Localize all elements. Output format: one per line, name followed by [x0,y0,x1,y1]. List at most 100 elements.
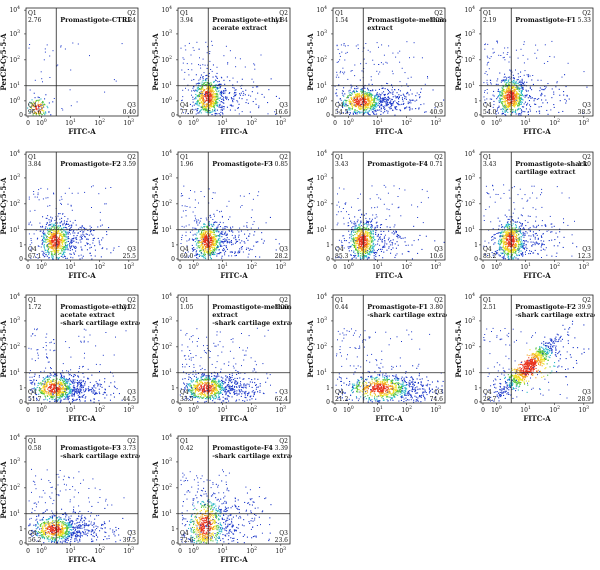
x-tick-label: 0 [333,264,337,271]
x-tick-label: 103 [579,118,590,127]
q4-label: Q4 [28,530,37,537]
x-tick-label: 102 [246,262,257,271]
plot-frame [177,151,291,261]
q2-label: Q2 [434,10,443,17]
y-axis-label: PerCP-Cy5-5-A [455,33,463,91]
x-tick-label: 103 [276,118,287,127]
event-dots [335,184,445,260]
x-tick-label: 101 [520,118,531,127]
x-tick-label: 102 [401,262,412,271]
q3-value: 25.5 [123,253,137,260]
q1-value: 3.43 [483,161,497,168]
x-tick-label: 102 [94,118,105,127]
plot-frame [25,294,139,404]
plot-title: Promastigote-ethyl acetate extract -shark … [60,303,140,327]
y-tick-label: 101 [9,81,20,90]
y-tick-label: 102 [9,199,20,208]
cytometry-plot-10: PerCP-Cy5-5-A 0 1 101 102 103 104 0 100 101 102 103… [152,289,292,427]
plot-title: Promastigote-methanol extract -shark carti… [212,303,292,327]
y-tick-label: 103 [161,173,172,182]
x-tick-label: 0 [26,407,30,414]
y-axis-label: PerCP-Cy5-5-A [307,177,315,235]
y-tick-label: 101 [161,368,172,377]
x-tick-label: 100 [491,405,502,414]
x-tick-label: 103 [124,262,135,271]
y-tick-label: 100 [316,96,327,105]
x-tick-label: 102 [246,405,257,414]
q3-value: 16.6 [275,109,289,116]
x-tick-label: 100 [491,262,502,271]
q3-label: Q3 [279,389,288,396]
x-tick-label: 0 [481,407,485,414]
q1-value: 0.44 [335,304,349,311]
q3-label: Q3 [127,102,136,109]
cytometry-plot-3: PerCP-Cy5-5-A 0 100 101 102 103 104 0 100 101 102 1… [307,2,447,140]
y-tick-label: 0 [326,399,330,406]
q2-label: Q2 [279,297,288,304]
y-tick-label: 101 [161,81,172,90]
x-tick-label: 101 [65,546,76,555]
event-dots [334,41,445,116]
y-tick-label: 103 [464,29,475,38]
y-tick-label: 102 [161,483,172,492]
plot-svg: PerCP-Cy5-5-A 0 100 101 102 103 104 0 100 101 102 1… [0,5,139,136]
y-tick-label: 0 [19,540,23,547]
q3-value: 40.9 [430,109,444,116]
q1-label: Q1 [335,10,344,17]
y-tick-label: 102 [464,199,475,208]
y-axis-label: PerCP-Cy5-5-A [152,33,160,91]
x-axis-label: FITC-A [68,271,96,280]
y-tick-label: 103 [316,316,327,325]
event-dots [28,468,132,544]
y-tick-label: 1 [326,242,330,249]
y-tick-label: 103 [9,29,20,38]
x-axis-label: FITC-A [68,414,96,423]
x-tick-label: 101 [520,405,531,414]
plot-title: Promastigote-F3 [212,160,273,168]
q4-label: Q4 [180,102,189,109]
x-tick-label: 102 [246,546,257,555]
y-tick-label: 103 [464,316,475,325]
y-tick-label: 102 [161,55,172,64]
x-tick-label: 102 [549,262,560,271]
x-tick-label: 100 [188,262,199,271]
x-tick-label: 0 [481,120,485,127]
q4-label: Q4 [180,389,189,396]
q1-label: Q1 [28,438,37,445]
q2-value: 0.85 [275,161,289,168]
q2-label: Q2 [127,297,136,304]
y-tick-label: 103 [316,29,327,38]
event-dots [180,185,280,260]
y-tick-label: 104 [161,292,172,301]
y-tick-label: 104 [9,292,20,301]
x-tick-label: 103 [124,546,135,555]
x-tick-label: 103 [276,546,287,555]
y-tick-label: 101 [161,225,172,234]
q1-value: 2.76 [28,17,42,24]
x-tick-label: 100 [188,546,199,555]
y-tick-label: 101 [9,509,20,518]
y-tick-label: 104 [161,5,172,14]
cytometry-plot-12: PerCP-Cy5-5-A 0 1 101 102 103 104 0 100 101 102 103… [455,289,595,427]
y-tick-label: 1 [474,385,478,392]
x-tick-label: 100 [343,262,354,271]
x-axis-label: FITC-A [220,555,248,564]
q3-label: Q3 [127,246,136,253]
y-tick-label: 104 [9,433,20,442]
q1-label: Q1 [335,154,344,161]
cytometry-plot-1: PerCP-Cy5-5-A 0 100 101 102 103 104 0 100 101 102 1… [0,2,140,140]
y-axis-label: PerCP-Cy5-5-A [152,461,160,519]
y-tick-label: 102 [316,55,327,64]
x-tick-label: 0 [333,407,337,414]
q2-label: Q2 [582,154,591,161]
x-tick-label: 0 [178,120,182,127]
q3-value: 39.5 [123,537,137,544]
q2-label: Q2 [127,154,136,161]
event-dots [180,40,280,116]
x-tick-label: 0 [26,120,30,127]
x-tick-label: 101 [372,118,383,127]
q1-label: Q1 [483,154,492,161]
q4-label: Q4 [335,246,344,253]
q2-label: Q2 [127,438,136,445]
y-tick-label: 101 [316,368,327,377]
